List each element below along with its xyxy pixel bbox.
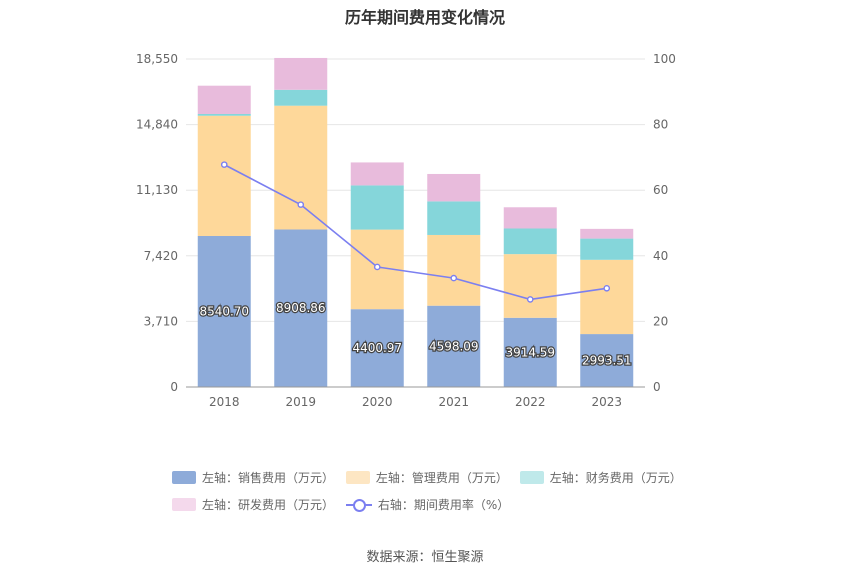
bar-value-label: 2993.51: [582, 354, 632, 368]
rate-point: [373, 263, 381, 271]
bar-finance: [274, 89, 328, 106]
bar-admin: [197, 115, 251, 236]
right-axis-tick-label: 40: [653, 249, 668, 263]
legend-label-rnd: 左轴：研发费用（万元）: [202, 497, 335, 512]
bar-sales: [427, 305, 481, 387]
bar-admin: [503, 254, 557, 318]
rate-point: [603, 284, 611, 292]
right-axis-tick-label: 0: [653, 380, 661, 394]
x-axis-tick-label: 2019: [285, 395, 316, 409]
bar-value-label: 4598.09: [429, 339, 479, 353]
bar-finance: [427, 201, 481, 235]
bar-finance: [350, 185, 404, 230]
bar-rnd: [427, 173, 481, 202]
bar-value-label: 8908.86: [276, 301, 326, 315]
bar-finance: [503, 228, 557, 255]
expense-rate-line: [220, 161, 611, 303]
legend-item-sales[interactable]: 左轴：销售费用（万元）: [172, 468, 334, 486]
legend-item-admin[interactable]: 左轴：管理费用（万元）: [345, 468, 508, 486]
right-axis-tick-label: 80: [653, 118, 668, 132]
rate-line-path: [223, 163, 607, 301]
bar-admin: [427, 234, 481, 306]
legend-label-sales: 左轴：销售费用（万元）: [202, 470, 335, 485]
data-source: 数据来源：恒生聚源: [366, 550, 484, 565]
legend-label-finance: 左轴：财务费用（万元）: [549, 470, 682, 485]
bar-rnd: [580, 228, 634, 239]
legend-swatch-rnd: [172, 497, 196, 511]
legend-swatch-sales: [172, 470, 196, 484]
bar-sales: [503, 317, 557, 387]
x-axis-tick-label: 2018: [209, 395, 240, 409]
x-axis-tick-label: 2020: [362, 395, 393, 409]
right-axis-tick-label: 20: [653, 314, 668, 328]
axes: 0 3,710 7,420 11,130 14,840 18,550 0 20 40 60 80 10…: [136, 52, 676, 409]
legend: 左轴：销售费用（万元） 左轴：管理费用（万元） 左轴：财务费用（万元） 左轴：研…: [172, 468, 692, 522]
left-axis-tick-label: 3,710: [144, 314, 178, 328]
rate-point: [526, 296, 534, 303]
chart-title: 历年期间费用变化情况: [344, 8, 505, 27]
bar-admin: [580, 259, 634, 335]
bar-rnd: [274, 57, 328, 90]
bar-sales: [350, 309, 404, 387]
bar-value-label: 3914.59: [505, 345, 555, 359]
left-axis-tick-label: 11,130: [136, 183, 178, 197]
x-axis-tick-label: 2021: [438, 395, 469, 409]
left-axis-tick-label: 0: [170, 380, 178, 394]
bar-sales: [274, 229, 328, 387]
legend-label-rate: 右轴：期间费用率（%）: [377, 497, 510, 512]
bar-admin: [274, 105, 328, 230]
right-axis-tick-label: 100: [653, 52, 676, 66]
bars: [197, 57, 634, 387]
left-axis-tick-label: 18,550: [136, 52, 178, 66]
left-axis-tick-label: 7,420: [144, 249, 178, 263]
bar-value-label: 4400.97: [352, 341, 402, 355]
rate-point: [297, 201, 305, 208]
x-axis-tick-label: 2023: [591, 395, 622, 409]
bar-finance: [580, 238, 634, 260]
legend-swatch-admin: [345, 470, 370, 484]
legend-swatch-finance: [519, 470, 544, 484]
left-axis-tick-label: 14,840: [136, 118, 178, 132]
grid-lines: [186, 58, 645, 322]
bar-sales: [197, 235, 251, 387]
bar-sales: [580, 334, 634, 387]
right-axis-tick-label: 60: [653, 183, 668, 197]
bar-finance: [197, 113, 251, 116]
legend-item-rnd[interactable]: 左轴：研发费用（万元）: [172, 495, 334, 513]
bar-rnd: [197, 85, 251, 114]
legend-item-rate[interactable]: 右轴：期间费用率（%）: [345, 495, 510, 513]
rate-point: [220, 161, 228, 168]
bar-value-label: 8540.70: [199, 304, 249, 318]
legend-label-admin: 左轴：管理费用（万元）: [375, 470, 508, 485]
legend-line-icon: [345, 498, 372, 512]
bar-rnd: [350, 162, 404, 186]
legend-item-finance[interactable]: 左轴：财务费用（万元）: [519, 468, 682, 486]
bar-rnd: [503, 207, 557, 229]
bar-labels: 8540.70 8908.86 4400.97 4598.09 3914.59 2993.…: [198, 300, 633, 369]
x-axis-tick-label: 2022: [515, 395, 546, 409]
rate-point: [450, 274, 458, 282]
